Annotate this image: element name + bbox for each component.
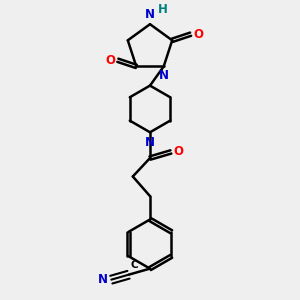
Text: H: H — [158, 3, 168, 16]
Text: C: C — [131, 260, 139, 270]
Text: O: O — [173, 146, 183, 158]
Text: N: N — [145, 8, 155, 20]
Text: N: N — [159, 70, 169, 83]
Text: O: O — [105, 54, 116, 67]
Text: N: N — [98, 273, 108, 286]
Text: O: O — [193, 28, 203, 41]
Text: N: N — [145, 136, 155, 149]
